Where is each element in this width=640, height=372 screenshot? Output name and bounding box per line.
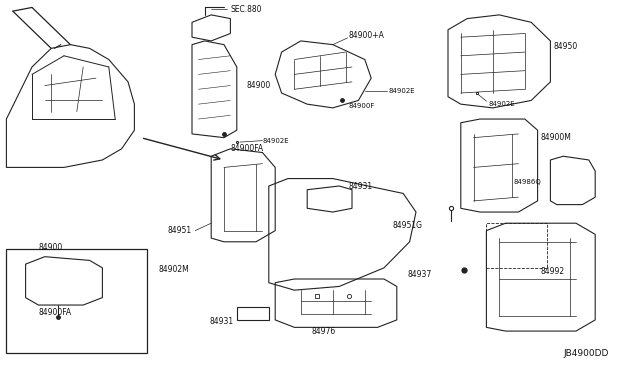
Text: 84900M: 84900M (541, 133, 572, 142)
Text: 84937: 84937 (408, 270, 432, 279)
Text: 84902E: 84902E (488, 101, 515, 107)
Text: 84951G: 84951G (392, 221, 422, 230)
Text: 84900FA: 84900FA (38, 308, 72, 317)
Text: JB4900DD: JB4900DD (563, 349, 609, 358)
Bar (486, 223, 547, 268)
Text: 84900: 84900 (246, 81, 271, 90)
Text: 84951: 84951 (168, 226, 192, 235)
Text: 84900FA: 84900FA (230, 144, 264, 153)
Text: 84902E: 84902E (388, 88, 415, 94)
Text: 84900+A: 84900+A (349, 31, 385, 40)
Bar (6, 249, 147, 353)
Text: 84931: 84931 (209, 317, 234, 326)
Text: 84900: 84900 (38, 243, 63, 252)
Text: 84900F: 84900F (349, 103, 375, 109)
Text: 84976: 84976 (311, 327, 335, 336)
Text: 84986Q: 84986Q (513, 179, 541, 185)
Text: 84902E: 84902E (262, 138, 289, 144)
Text: 84931: 84931 (349, 182, 373, 190)
Text: 84992: 84992 (541, 267, 565, 276)
Text: 84950: 84950 (554, 42, 578, 51)
Bar (237, 307, 269, 320)
Text: 84902M: 84902M (158, 265, 189, 274)
Text: SEC.880: SEC.880 (230, 5, 262, 14)
